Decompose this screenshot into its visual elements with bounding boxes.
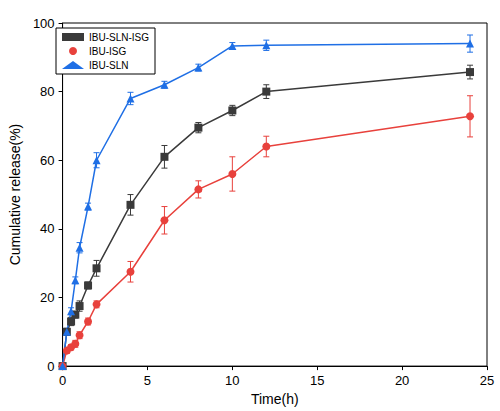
svg-text:40: 40 xyxy=(40,221,54,236)
svg-text:5: 5 xyxy=(144,373,151,388)
svg-text:IBU-SLN-ISG: IBU-SLN-ISG xyxy=(89,32,149,43)
svg-text:60: 60 xyxy=(40,153,54,168)
svg-text:100: 100 xyxy=(33,16,55,31)
svg-text:IBU-ISG: IBU-ISG xyxy=(89,46,126,57)
svg-text:20: 20 xyxy=(40,290,54,305)
svg-text:80: 80 xyxy=(40,84,54,99)
svg-text:IBU-SLN: IBU-SLN xyxy=(89,60,128,71)
svg-text:0: 0 xyxy=(47,359,54,374)
svg-text:20: 20 xyxy=(395,373,409,388)
svg-text:15: 15 xyxy=(310,373,324,388)
svg-text:Time(h): Time(h) xyxy=(251,391,299,407)
svg-text:Cumulative release(%): Cumulative release(%) xyxy=(7,124,23,266)
svg-text:0: 0 xyxy=(59,373,66,388)
svg-text:25: 25 xyxy=(480,373,494,388)
svg-text:10: 10 xyxy=(225,373,239,388)
